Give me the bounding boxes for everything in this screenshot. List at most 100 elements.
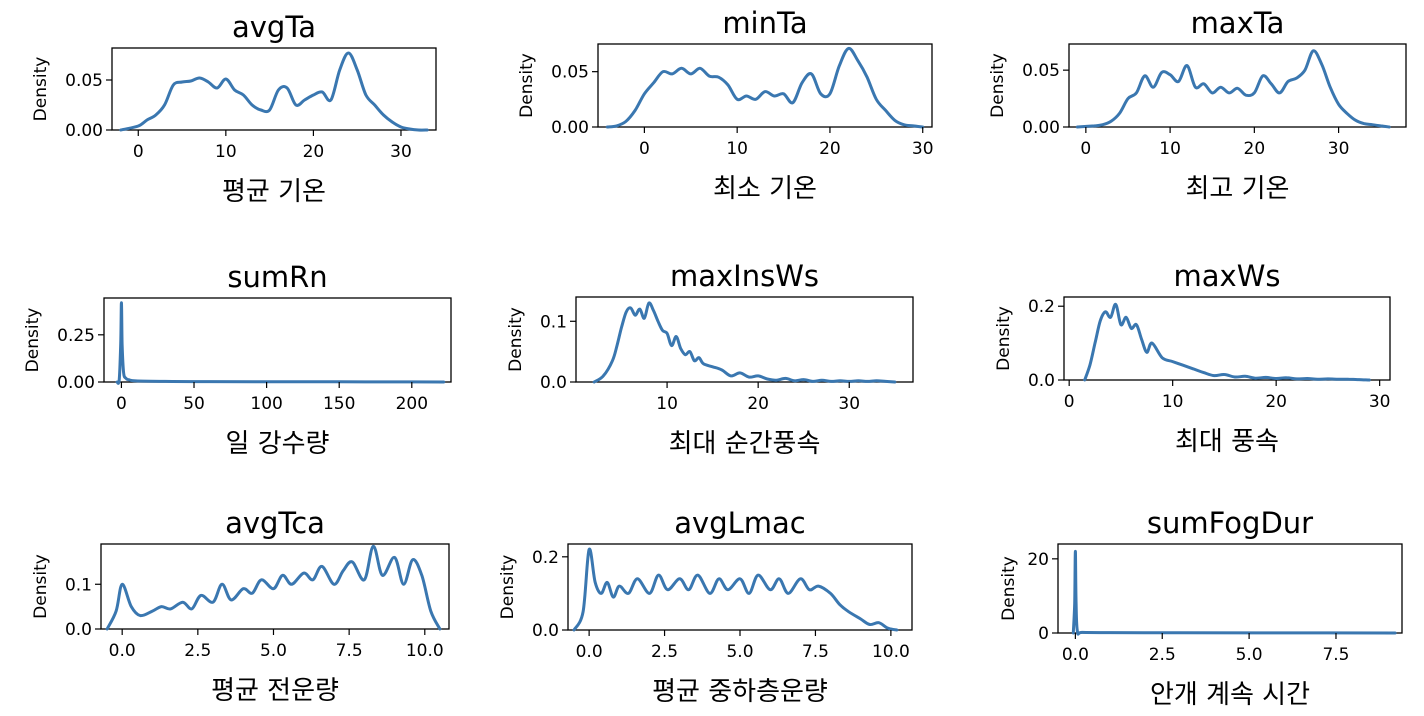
y-axis-label: Density (517, 53, 537, 118)
x-tick-label: 20 (819, 139, 841, 159)
x-tick-label: 30 (838, 394, 860, 414)
y-tick-label: 0.00 (551, 118, 589, 138)
density-curve (572, 547, 899, 632)
x-axis-label: 최대 순간풍속 (669, 429, 821, 459)
x-tick-label: 7.5 (802, 642, 829, 662)
y-tick-label: 0.05 (65, 71, 103, 91)
y-axis-label: Density (506, 307, 526, 372)
x-axis-label: 최대 풍속 (1175, 427, 1279, 457)
y-axis-label: Density (994, 306, 1014, 371)
y-axis-label: Density (31, 57, 51, 122)
y-tick-label: 0.2 (532, 548, 559, 568)
x-tick-label: 20 (1265, 392, 1287, 412)
y-axis-label: Density (498, 555, 518, 620)
density-curve (119, 51, 429, 132)
x-axis-label: 안개 계속 시간 (1150, 680, 1310, 710)
x-tick-label: 50 (183, 394, 205, 414)
y-tick-label: 0.0 (540, 373, 567, 393)
subplot-title: avgTa (232, 10, 316, 44)
plot-frame (1068, 43, 1407, 128)
x-tick-label: 0 (1080, 139, 1091, 159)
y-tick-label: 0.00 (65, 121, 103, 141)
density-curve (1075, 49, 1391, 129)
x-axis-label: 최고 기온 (1186, 174, 1290, 204)
x-axis-label: 평균 중하층운량 (652, 677, 828, 707)
x-tick-label: 0.0 (576, 642, 603, 662)
x-tick-label: 5.0 (1236, 645, 1263, 665)
subplot-title: avgTca (225, 506, 325, 540)
plot-frame (1063, 296, 1391, 381)
x-tick-label: 0 (133, 142, 144, 162)
density-curve (1071, 549, 1397, 636)
plot-frame (597, 43, 933, 128)
x-axis-label: 평균 전운량 (211, 676, 339, 706)
subplot-avgTca: avgTca 0.0 2.5 5.0 7.5 10.0 0.0 0.1 평균 전운량 Densit… (31, 506, 450, 706)
y-tick-label: 0.00 (1022, 118, 1060, 138)
y-tick-label: 0.1 (65, 575, 92, 595)
x-tick-label: 0 (639, 139, 650, 159)
x-tick-label: 0 (1064, 392, 1075, 412)
y-tick-label: 0 (1038, 624, 1049, 644)
x-tick-label: 2.5 (184, 641, 211, 661)
subplot-title: avgLmac (674, 506, 805, 540)
y-tick-label: 0.25 (57, 326, 95, 346)
plot-frame (1057, 543, 1403, 634)
x-tick-label: 10 (1162, 392, 1184, 412)
subplot-sumRn: sumRn 0 50 100 150 200 0.00 0.25 일 강수량 Density (23, 260, 452, 459)
x-tick-label: 10 (656, 394, 678, 414)
x-tick-label: 20 (747, 394, 769, 414)
x-tick-label: 5.0 (260, 641, 287, 661)
y-tick-label: 0.05 (551, 63, 589, 83)
x-tick-label: 20 (303, 142, 325, 162)
x-axis-label: 평균 기온 (222, 177, 326, 207)
x-tick-label: 20 (1244, 139, 1266, 159)
y-tick-label: 0.0 (1028, 371, 1055, 391)
subplot-maxWs: maxWs 0 10 20 30 0.0 0.2 최대 풍속 Density (994, 259, 1391, 457)
density-curve (105, 544, 442, 631)
subplot-title: maxInsWs (670, 259, 819, 293)
y-axis-label: Density (23, 308, 43, 373)
density-curve (605, 46, 925, 129)
y-tick-label: 0.00 (57, 373, 95, 393)
subplot-avgLmac: avgLmac 0.0 2.5 5.0 7.5 10.0 0.0 0.2 평균 중하층운량 Den… (498, 506, 913, 707)
y-tick-label: 20 (1027, 550, 1049, 570)
density-curve (115, 301, 446, 385)
x-tick-label: 10.0 (872, 642, 910, 662)
x-axis-label: 최소 기온 (713, 174, 817, 204)
plot-frame (100, 543, 450, 630)
y-axis-label: Density (31, 554, 51, 619)
subplot-maxInsWs: maxInsWs 10 20 30 0.0 0.1 최대 순간풍속 Density (506, 259, 914, 459)
subplot-sumFogDur: sumFogDur 0.0 2.5 5.0 7.5 0 20 안개 계속 시간 Density (999, 506, 1403, 710)
density-curve (1083, 302, 1371, 382)
subplot-avgTa: avgTa 0 10 20 30 0.00 0.05 평균 기온 Density (31, 10, 437, 207)
density-curve (592, 301, 897, 384)
x-tick-label: 30 (1369, 392, 1391, 412)
x-tick-label: 30 (390, 142, 412, 162)
subplot-title: minTa (722, 6, 807, 40)
x-tick-label: 10 (215, 142, 237, 162)
x-tick-label: 30 (1328, 139, 1350, 159)
x-tick-label: 0.0 (1062, 645, 1089, 665)
y-axis-label: Density (999, 556, 1019, 621)
y-tick-label: 0.0 (65, 620, 92, 640)
subplot-title: sumRn (227, 260, 327, 294)
x-tick-label: 10 (1159, 139, 1181, 159)
x-tick-label: 100 (250, 394, 282, 414)
x-tick-label: 30 (912, 139, 934, 159)
x-tick-label: 5.0 (726, 642, 753, 662)
x-tick-label: 0 (116, 394, 127, 414)
x-tick-label: 7.5 (336, 641, 363, 661)
plot-frame (103, 297, 452, 383)
x-tick-label: 2.5 (1149, 645, 1176, 665)
subplot-title: sumFogDur (1147, 506, 1313, 540)
y-tick-label: 0.0 (532, 621, 559, 641)
x-tick-label: 10.0 (406, 641, 444, 661)
y-tick-label: 0.2 (1028, 297, 1055, 317)
x-tick-label: 0.0 (109, 641, 136, 661)
x-tick-label: 7.5 (1322, 645, 1349, 665)
x-axis-label: 일 강수량 (226, 429, 330, 459)
plot-frame (575, 296, 914, 383)
subplot-minTa: minTa 0 10 20 30 0.00 0.05 최소 기온 Density (517, 6, 934, 204)
subplot-title: maxTa (1191, 6, 1285, 40)
